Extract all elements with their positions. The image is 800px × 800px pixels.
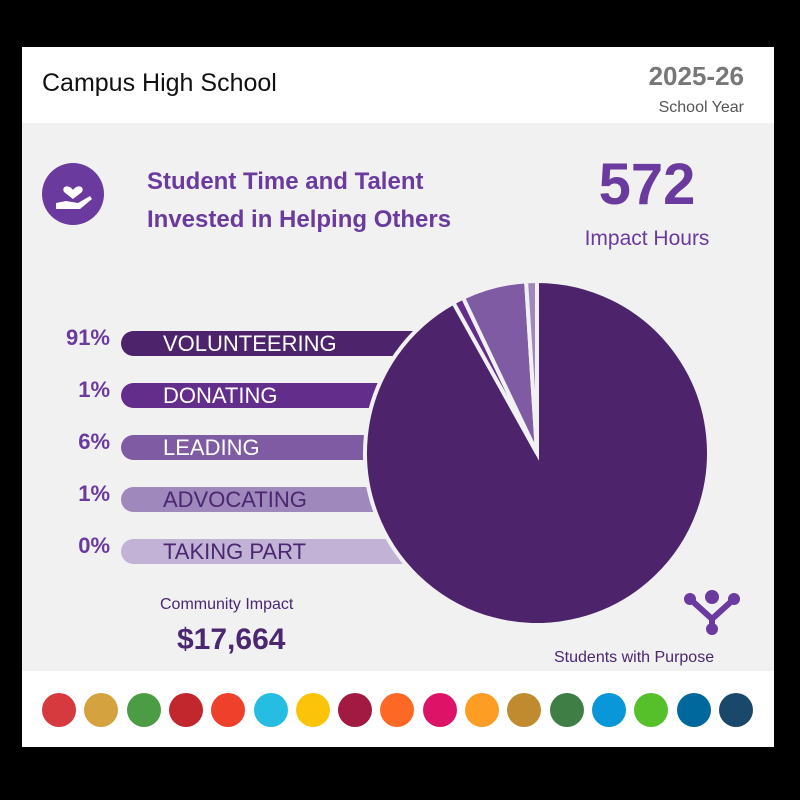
helping-hand-heart-icon (42, 163, 104, 225)
sdg-goal-4-icon (168, 693, 203, 727)
sdg-goal-9-icon (380, 693, 415, 727)
students-with-purpose-logo (684, 590, 740, 635)
sdg-goal-17-icon (718, 693, 753, 727)
pie-chart (363, 278, 711, 623)
impact-hours-value: 572 (598, 152, 696, 217)
community-impact-value: $17,664 (177, 623, 286, 656)
sdg-goal-15-icon (634, 693, 669, 727)
header: Campus High School 2025-26 School Year (22, 47, 774, 123)
sdg-goal-2-icon (84, 693, 119, 727)
sdg-goal-11-icon (465, 693, 499, 727)
school-year-label: School Year (658, 99, 744, 116)
community-impact-label: Community Impact (160, 596, 294, 613)
school-name: Campus High School (42, 69, 277, 97)
category-bar: TAKING PART (121, 539, 421, 564)
percent-label: 1% (78, 377, 110, 402)
percent-label: 0% (78, 533, 110, 558)
sdg-goal-12-icon (507, 693, 542, 727)
main-panel: Student Time and Talent Invested in Help… (22, 123, 774, 671)
brand-name: Students with Purpose (554, 649, 715, 666)
percent-label: 6% (78, 429, 110, 454)
category-bar: VOLUNTEERING (121, 331, 421, 356)
pie-slice-advocating (523, 278, 539, 454)
title-line-1: Student Time and Talent (147, 168, 424, 195)
sdg-goal-16-icon (676, 693, 711, 727)
percent-label: 1% (78, 481, 110, 506)
sdg-goal-13-icon (549, 693, 584, 727)
sdg-icons-row (22, 671, 774, 747)
title-line-2: Invested in Helping Others (147, 206, 452, 233)
sdg-goal-10-icon (422, 693, 457, 727)
impact-card: Campus High School 2025-26 School Year S… (22, 47, 774, 747)
sdg-goal-14-icon (591, 693, 626, 727)
sdg-goal-1-icon (42, 693, 76, 727)
school-year: 2025-26 (648, 61, 744, 91)
sdg-goal-8-icon (338, 693, 373, 727)
sdg-goal-5-icon (211, 693, 246, 727)
sdg-goal-7-icon (295, 693, 330, 727)
percent-label: 91% (65, 325, 110, 350)
impact-hours-label: Impact Hours (584, 227, 710, 250)
sdg-goal-3-icon (126, 693, 161, 727)
page-title: Student Time and Talent Invested in Help… (147, 163, 451, 239)
sdg-goal-6-icon (253, 693, 288, 727)
